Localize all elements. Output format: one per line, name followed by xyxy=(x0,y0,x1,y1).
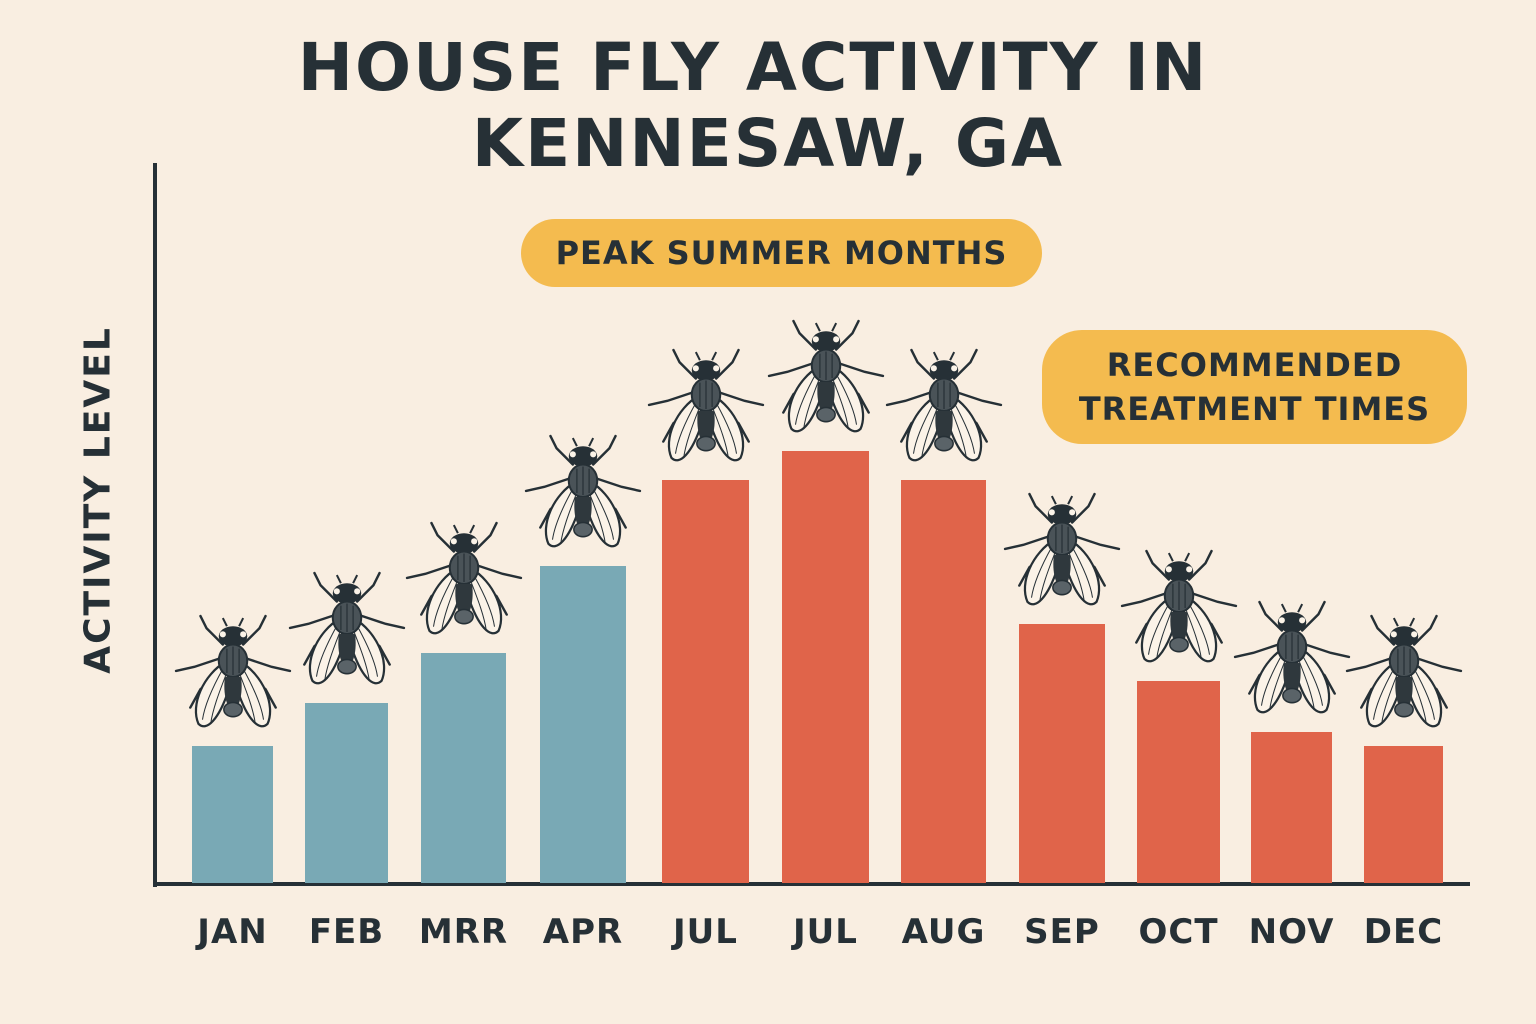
bar-sep-7 xyxy=(1019,624,1105,883)
peak-summer-months-callout: PEAK SUMMER MONTHS xyxy=(521,219,1042,287)
bar-jul-4 xyxy=(662,480,749,883)
x-tick-label: JUL xyxy=(673,912,738,952)
x-tick-label: APR xyxy=(542,912,624,952)
x-tick-label: AUG xyxy=(901,912,986,952)
x-axis-line xyxy=(153,882,1470,886)
bar-feb-1 xyxy=(305,703,388,883)
x-tick-label: DEC xyxy=(1363,912,1444,952)
house-fly-icon xyxy=(883,348,1005,474)
house-fly-icon xyxy=(1343,614,1465,740)
bar-oct-8 xyxy=(1137,681,1220,883)
house-fly-icon xyxy=(765,319,887,445)
x-tick-label: NOV xyxy=(1248,912,1335,952)
x-tick-label: SEP xyxy=(1024,912,1100,952)
house-fly-icon xyxy=(1001,492,1123,618)
bar-dec-10 xyxy=(1364,746,1443,883)
x-tick-label: JAN xyxy=(197,912,268,952)
y-axis-label: ACTIVITY LEVEL xyxy=(77,326,119,674)
x-tick-label: OCT xyxy=(1138,912,1219,952)
recommended-treatment-line-2: TREATMENT TIMES xyxy=(1078,390,1431,428)
recommended-treatment-times-callout: RECOMMENDED TREATMENT TIMES xyxy=(1042,330,1467,444)
chart-title-line-1: HOUSE FLY ACTIVITY IN xyxy=(297,29,1209,106)
x-tick-label: MRR xyxy=(418,912,509,952)
x-tick-label: FEB xyxy=(308,912,385,952)
x-tick-label: JUL xyxy=(793,912,858,952)
house-fly-icon xyxy=(172,614,294,740)
bar-apr-3 xyxy=(540,566,626,883)
recommended-treatment-line-1: RECOMMENDED xyxy=(1106,346,1403,384)
house-fly-icon xyxy=(1118,549,1240,675)
peak-summer-months-text: PEAK SUMMER MONTHS xyxy=(555,234,1008,272)
chart-title: HOUSE FLY ACTIVITY IN KENNESAW, GA xyxy=(0,30,1536,182)
bar-mrr-2 xyxy=(421,653,506,883)
house-fly-icon xyxy=(286,571,408,697)
house-fly-icon xyxy=(403,521,525,647)
chart-title-line-2: KENNESAW, GA xyxy=(471,105,1065,182)
house-fly-icon xyxy=(1231,600,1353,726)
y-axis-line xyxy=(153,163,157,887)
bar-aug-6 xyxy=(901,480,986,883)
bar-nov-9 xyxy=(1251,732,1332,883)
house-fly-icon xyxy=(522,434,644,560)
bar-jul-5 xyxy=(782,451,869,883)
house-fly-icon xyxy=(645,348,767,474)
bar-jan-0 xyxy=(192,746,273,883)
